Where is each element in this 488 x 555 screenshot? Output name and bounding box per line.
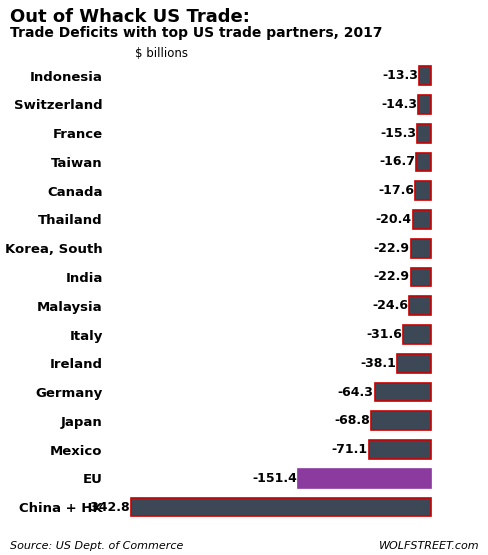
Bar bbox=[298, 469, 430, 488]
Text: -13.3: -13.3 bbox=[382, 69, 417, 82]
Bar bbox=[415, 153, 430, 171]
Text: Trade Deficits with top US trade partners, 2017: Trade Deficits with top US trade partner… bbox=[10, 26, 382, 40]
Text: -64.3: -64.3 bbox=[337, 386, 373, 398]
Bar bbox=[402, 325, 430, 344]
Bar bbox=[410, 268, 430, 286]
Text: -16.7: -16.7 bbox=[378, 155, 414, 168]
Text: -71.1: -71.1 bbox=[331, 443, 367, 456]
Bar bbox=[418, 66, 430, 85]
Bar bbox=[410, 239, 430, 258]
Text: -15.3: -15.3 bbox=[380, 127, 416, 140]
Text: -342.8: -342.8 bbox=[86, 501, 130, 513]
Text: -38.1: -38.1 bbox=[360, 357, 396, 370]
Bar bbox=[397, 354, 430, 372]
Text: -151.4: -151.4 bbox=[252, 472, 297, 485]
Text: -17.6: -17.6 bbox=[378, 184, 414, 197]
Bar bbox=[414, 181, 430, 200]
Text: WOLFSTREET.com: WOLFSTREET.com bbox=[378, 541, 478, 551]
Bar bbox=[368, 440, 430, 459]
Text: -20.4: -20.4 bbox=[375, 213, 411, 226]
Text: -68.8: -68.8 bbox=[333, 415, 369, 427]
Bar bbox=[417, 95, 430, 114]
Text: -22.9: -22.9 bbox=[373, 270, 409, 284]
Text: -24.6: -24.6 bbox=[371, 299, 407, 312]
Text: -31.6: -31.6 bbox=[366, 328, 401, 341]
Bar bbox=[131, 498, 430, 517]
Bar bbox=[370, 411, 430, 430]
Bar bbox=[374, 383, 430, 401]
Text: -22.9: -22.9 bbox=[373, 242, 409, 255]
Bar bbox=[408, 296, 430, 315]
Bar bbox=[416, 124, 430, 143]
Text: Out of Whack US Trade:: Out of Whack US Trade: bbox=[10, 8, 249, 26]
Text: -14.3: -14.3 bbox=[381, 98, 416, 111]
Text: Source: US Dept. of Commerce: Source: US Dept. of Commerce bbox=[10, 541, 183, 551]
Bar bbox=[412, 210, 430, 229]
Text: $ billions: $ billions bbox=[135, 47, 187, 60]
